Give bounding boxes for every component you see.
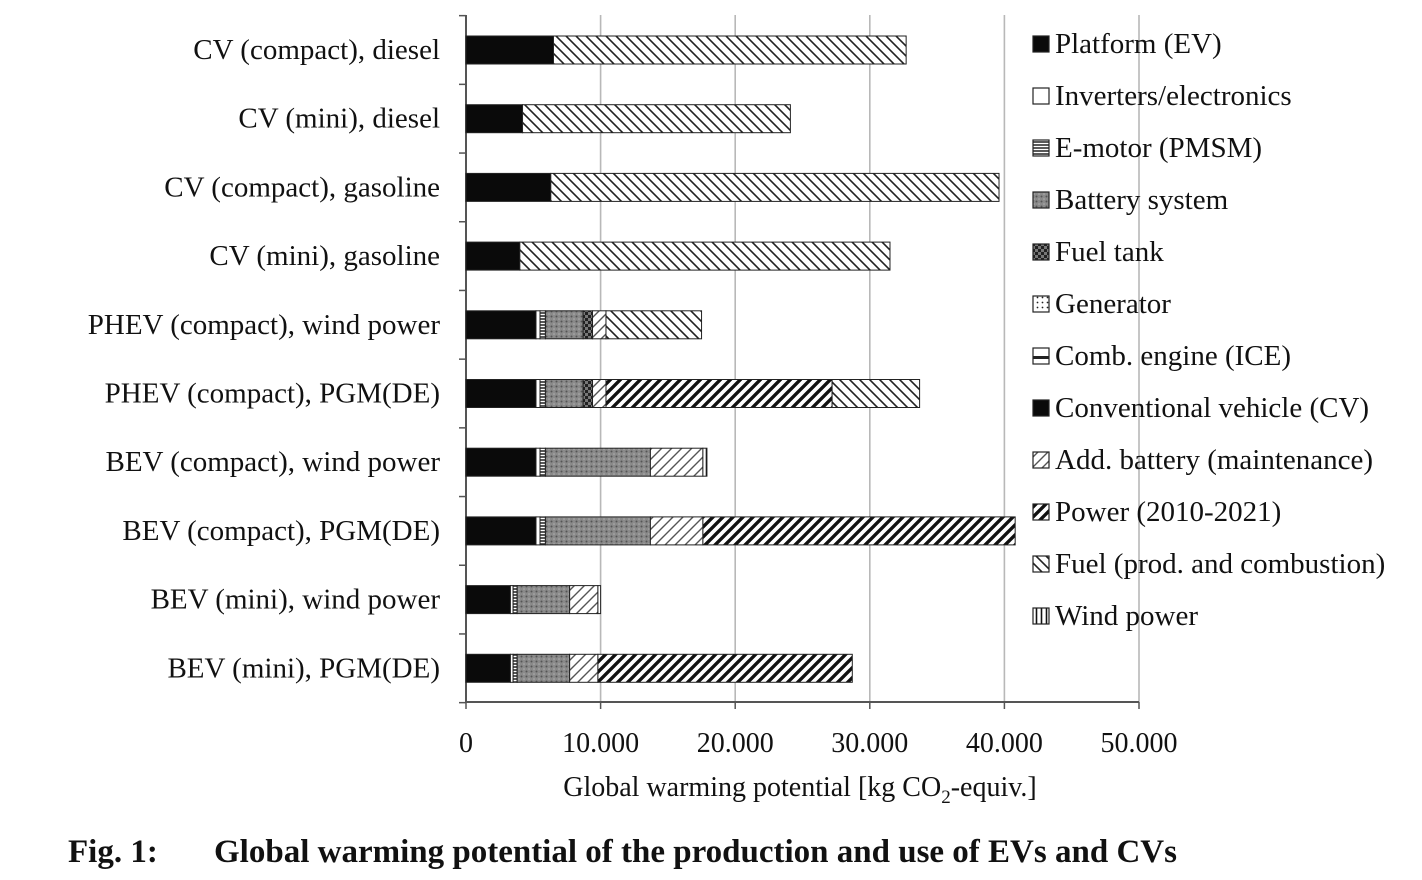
category-label: BEV (compact), PGM(DE): [122, 515, 440, 547]
bar-segment-fuel-prod-and-combustion: [552, 35, 907, 65]
category-label: BEV (mini), wind power: [151, 584, 441, 616]
legend-label: Inverters/electronics: [1055, 80, 1292, 112]
category-labels: CV (compact), diesel CV (mini), diesel CV …: [88, 34, 441, 684]
bar-segment-add-battery-maintenance: [592, 379, 607, 408]
bar-segment-wind-power: [597, 585, 602, 615]
legend-label: Add. battery (maintenance): [1055, 444, 1373, 476]
bar-segment-battery-system: [544, 447, 651, 477]
bar-segment-e-motor-pmsm: [512, 585, 518, 615]
legend-swatch-comb-engine-ice: [1032, 347, 1050, 365]
legend-label: Platform (EV): [1055, 28, 1222, 60]
legend-label: Conventional vehicle (CV): [1055, 392, 1369, 424]
x-tick-label: 20.000: [697, 728, 774, 759]
bar-segment-add-battery-maintenance: [569, 653, 599, 683]
legend-label: Generator: [1055, 288, 1171, 320]
category-label: BEV (mini), PGM(DE): [167, 652, 440, 684]
bar-segment-fuel-tank: [582, 379, 594, 408]
category-label: CV (compact), gasoline: [164, 171, 440, 203]
legend-swatch-power-2010-2021: [1032, 503, 1050, 521]
bar-segment-wind-power: [702, 447, 708, 477]
category-label: BEV (compact), wind power: [106, 446, 441, 478]
bar-segment-inverters-electronics: [535, 310, 541, 340]
legend-swatch-fuel-prod-and-combustion: [1032, 555, 1050, 573]
bar-segment-platform-ev: [465, 653, 511, 683]
legend-label: Fuel (prod. and combustion): [1055, 548, 1385, 580]
legend-swatch-wind-power: [1032, 607, 1050, 625]
x-tick-label: 0: [459, 728, 473, 759]
bar-segment-power-2010-2021: [605, 379, 833, 408]
bar-segment-battery-system: [544, 516, 651, 546]
bar-segment-fuel-prod-and-combustion: [605, 310, 703, 340]
bar-segment-conventional-vehicle-cv: [465, 104, 524, 134]
bar-segment-inverters-electronics: [535, 447, 541, 477]
category-label: CV (mini), diesel: [238, 103, 440, 135]
legend-swatch-conventional-vehicle-cv: [1032, 399, 1050, 417]
bar-segment-battery-system: [544, 310, 584, 340]
legend-label: Comb. engine (ICE): [1055, 340, 1291, 372]
x-tick-label: 40.000: [966, 728, 1043, 759]
legend-swatch-e-motor-pmsm: [1032, 139, 1050, 157]
bar-segment-platform-ev: [465, 585, 511, 615]
bar-segment-platform-ev: [465, 447, 537, 477]
legend-label: Power (2010-2021): [1055, 496, 1281, 528]
bar-segment-fuel-prod-and-combustion: [522, 104, 791, 134]
bar-segment-platform-ev: [465, 516, 537, 546]
bar-segment-conventional-vehicle-cv: [465, 35, 554, 65]
category-label: PHEV (compact), PGM(DE): [105, 378, 440, 410]
x-tick-label: 30.000: [831, 728, 908, 759]
bar-segment-platform-ev: [465, 310, 537, 340]
legend-swatch-add-battery-maintenance: [1032, 451, 1050, 469]
figure-caption-text: Global warming potential of the producti…: [214, 834, 1177, 870]
x-axis-title-subscript: 2: [941, 787, 951, 808]
figure-number: Fig. 1:: [68, 834, 158, 870]
bar-segment-e-motor-pmsm: [539, 310, 546, 340]
bar-segment-conventional-vehicle-cv: [465, 241, 521, 271]
bar-segment-battery-system: [516, 585, 571, 615]
x-tick-label: 10.000: [562, 728, 639, 759]
category-label: PHEV (compact), wind power: [88, 309, 441, 341]
bar-segment-power-2010-2021: [702, 516, 1016, 546]
legend: Platform (EV) Inverters/electronics E-moto…: [1032, 28, 1385, 632]
bar-segment-e-motor-pmsm: [539, 447, 546, 477]
bar-segment-fuel-tank: [582, 310, 594, 340]
bar-segment-battery-system: [544, 379, 584, 408]
bar-segment-conventional-vehicle-cv: [465, 172, 552, 202]
bar-segment-fuel-prod-and-combustion: [831, 379, 921, 408]
x-axis-title-main: Global warming potential [kg CO: [563, 772, 941, 803]
legend-swatch-platform-ev: [1032, 35, 1050, 53]
x-axis-title: Global warming potential [kg CO2-equiv.]: [563, 772, 1036, 808]
bar-segment-e-motor-pmsm: [512, 653, 518, 683]
bar-segment-power-2010-2021: [597, 653, 853, 683]
bar-segment-inverters-electronics: [535, 379, 541, 408]
bar-segment-add-battery-maintenance: [649, 447, 704, 477]
legend-label: Fuel tank: [1055, 236, 1164, 268]
legend-swatch-generator: [1032, 295, 1050, 313]
legend-label: Wind power: [1055, 600, 1198, 632]
legend-swatch-inverters-electronics: [1032, 87, 1050, 105]
bar-segment-add-battery-maintenance: [569, 585, 599, 615]
x-tick-label: 50.000: [1101, 728, 1178, 759]
legend-swatch-battery-system: [1032, 191, 1050, 209]
bar-segment-battery-system: [516, 653, 571, 683]
figure-caption: Fig. 1: Global warming potential of the p…: [68, 834, 1177, 871]
x-axis-title-end: -equiv.]: [951, 772, 1037, 803]
bar-segment-platform-ev: [465, 379, 537, 408]
bar-segment-e-motor-pmsm: [539, 379, 546, 408]
category-label: CV (compact), diesel: [193, 34, 440, 66]
bar-segment-e-motor-pmsm: [539, 516, 546, 546]
legend-swatch-fuel-tank: [1032, 243, 1050, 261]
legend-label: E-motor (PMSM): [1055, 132, 1262, 164]
bar-segment-fuel-prod-and-combustion: [519, 241, 891, 271]
category-label: CV (mini), gasoline: [209, 240, 440, 272]
bar-segment-add-battery-maintenance: [592, 310, 607, 340]
bars: [465, 35, 1016, 683]
tick-labels: 0 10.000 20.000 30.000 40.000 50.000: [459, 728, 1178, 759]
bar-segment-fuel-prod-and-combustion: [550, 172, 1000, 202]
bar-segment-inverters-electronics: [535, 516, 541, 546]
legend-label: Battery system: [1055, 184, 1229, 216]
bar-segment-add-battery-maintenance: [649, 516, 704, 546]
